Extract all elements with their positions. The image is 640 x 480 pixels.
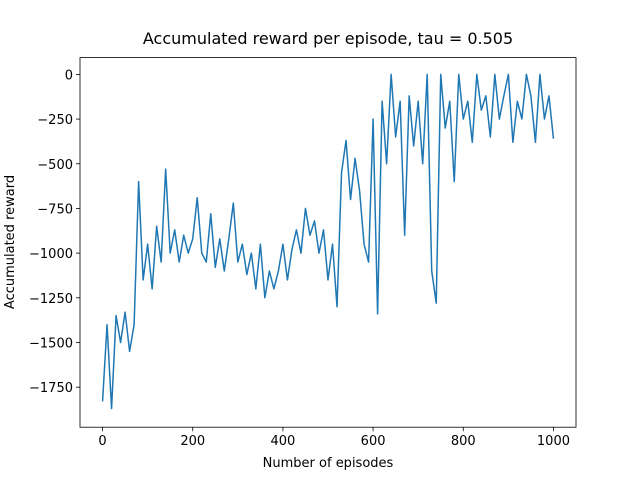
y-axis-label: Accumulated reward bbox=[3, 175, 18, 309]
y-tick-label: −750 bbox=[37, 202, 73, 217]
y-tick-label: −250 bbox=[37, 113, 73, 128]
x-tick-label: 600 bbox=[361, 434, 386, 449]
x-tick-label: 1000 bbox=[537, 434, 570, 449]
y-tick-label: 0 bbox=[65, 68, 73, 83]
x-tick-label: 0 bbox=[98, 434, 106, 449]
y-tick-label: −1500 bbox=[29, 336, 73, 351]
y-tick-label: −1000 bbox=[29, 247, 73, 262]
chart-title: Accumulated reward per episode, tau = 0.… bbox=[143, 29, 513, 48]
x-tick-label: 200 bbox=[180, 434, 205, 449]
x-tick-label: 400 bbox=[270, 434, 295, 449]
y-tick-label: −1750 bbox=[29, 381, 73, 396]
y-tick-label: −1250 bbox=[29, 292, 73, 307]
x-tick-label: 800 bbox=[451, 434, 476, 449]
reward-line bbox=[101, 73, 555, 410]
x-axis-label: Number of episodes bbox=[263, 456, 394, 471]
plot-frame bbox=[79, 57, 577, 428]
y-tick-label: −500 bbox=[37, 158, 73, 173]
